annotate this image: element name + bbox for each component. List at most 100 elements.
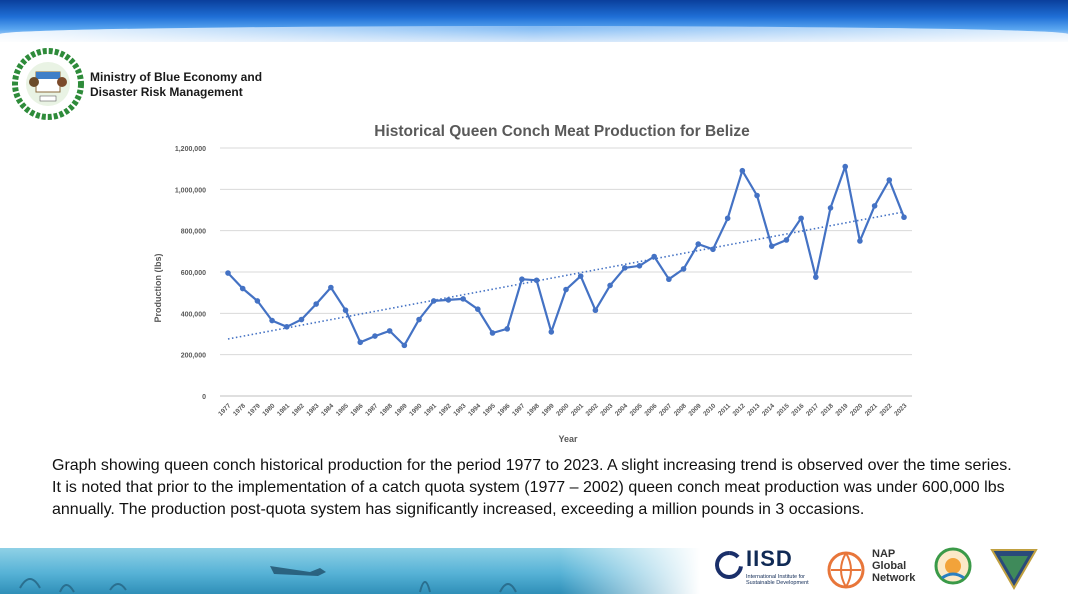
- data-point: [695, 241, 702, 247]
- x-tick-label: 2007: [658, 402, 673, 417]
- ministry-name: Ministry of Blue Economy and Disaster Ri…: [90, 70, 262, 100]
- data-point: [798, 215, 804, 222]
- data-point: [754, 192, 760, 199]
- y-tick-label: 800,000: [181, 229, 206, 236]
- chart-caption: Graph showing queen conch historical pro…: [52, 457, 1012, 518]
- x-tick-label: 1985: [335, 402, 350, 417]
- x-tick-label: 2010: [702, 402, 717, 417]
- x-tick-label: 2013: [746, 402, 761, 417]
- data-point: [783, 237, 790, 243]
- x-tick-label: 1981: [276, 402, 291, 417]
- data-point: [504, 326, 511, 332]
- x-tick-label: 2014: [761, 402, 776, 417]
- data-point: [519, 276, 525, 283]
- iisd-full-name: International Institute for Sustainable …: [746, 574, 809, 586]
- ministry-name-line2: Disaster Risk Management: [90, 85, 243, 99]
- nap-globe-icon: [827, 551, 865, 589]
- y-tick-label: 200,000: [181, 353, 206, 360]
- x-tick-label: 2020: [849, 402, 864, 417]
- nap-line3: Network: [872, 572, 916, 584]
- x-tick-label: 2006: [643, 402, 658, 417]
- x-tick-label: 2003: [599, 402, 614, 417]
- iisd-name: IISD: [746, 546, 793, 571]
- x-tick-label: 2017: [805, 402, 820, 417]
- x-tick-label: 2001: [570, 402, 585, 417]
- data-point: [445, 297, 452, 303]
- data-point: [842, 163, 849, 170]
- x-tick-label: 1979: [247, 402, 262, 417]
- data-point: [621, 265, 628, 271]
- x-tick-label: 1999: [541, 402, 556, 417]
- y-tick-label: 1,200,000: [175, 146, 206, 153]
- banner-wave: [0, 26, 1068, 42]
- data-point: [372, 333, 378, 339]
- x-tick-label: 2012: [732, 402, 747, 417]
- x-tick-label: 1993: [452, 402, 467, 417]
- x-tick-label: 1982: [291, 402, 306, 417]
- data-point: [313, 301, 319, 307]
- x-tick-label: 1987: [364, 402, 379, 417]
- data-point: [857, 238, 863, 244]
- y-tick-label: 0: [202, 394, 206, 401]
- x-tick-label: 2002: [585, 402, 600, 417]
- x-tick-labels: 1977 1978 1979 1980 1981 1982 1983 1984 1985 1986…: [217, 402, 908, 417]
- ocean-footer-strip: [0, 548, 700, 594]
- x-tick-label: 2023: [893, 402, 908, 417]
- x-tick-label: 2016: [790, 402, 805, 417]
- data-point: [533, 277, 540, 284]
- data-point: [827, 205, 834, 211]
- x-tick-label: 2022: [879, 402, 894, 417]
- data-point: [489, 330, 496, 336]
- x-tick-label: 2009: [687, 402, 702, 417]
- data-point: [401, 342, 408, 349]
- y-tick-label: 400,000: [181, 311, 206, 318]
- data-point: [239, 285, 246, 292]
- y-tick-label: 1,000,000: [175, 187, 206, 194]
- x-tick-label: 1995: [482, 402, 497, 417]
- x-tick-label: 1986: [349, 402, 364, 417]
- data-point: [342, 307, 349, 314]
- x-tick-label: 1994: [467, 402, 482, 417]
- x-tick-label: 2019: [834, 402, 849, 417]
- data-point: [592, 307, 599, 314]
- x-tick-label: 2011: [717, 402, 732, 417]
- data-point: [768, 243, 775, 249]
- data-point: [386, 328, 393, 334]
- x-tick-label: 1998: [526, 402, 541, 417]
- x-axis-label: Year: [558, 434, 578, 444]
- data-point: [430, 298, 437, 304]
- top-banner: [0, 0, 1068, 42]
- sustainable-fisheries-logo: [934, 547, 972, 585]
- x-tick-label: 2004: [614, 402, 629, 417]
- data-point: [225, 270, 231, 276]
- data-point: [871, 203, 878, 209]
- diver-silhouette: [19, 566, 517, 593]
- chart-title: Historical Queen Conch Meat Production f…: [374, 123, 750, 140]
- data-point: [328, 284, 334, 291]
- partner-logos: IISD International Institute for Sustain…: [712, 544, 1062, 594]
- data-point: [269, 317, 275, 324]
- grid-lines: [220, 147, 912, 397]
- x-tick-label: 1996: [496, 402, 511, 417]
- data-point: [577, 273, 584, 279]
- ministry-coat-of-arms-logo: [12, 48, 84, 120]
- x-tick-label: 1989: [394, 402, 409, 417]
- data-point: [254, 298, 261, 304]
- data-point: [651, 253, 657, 260]
- data-point: [636, 263, 643, 269]
- nap-line1: NAP: [872, 548, 896, 560]
- data-point: [710, 246, 716, 253]
- series-production: [225, 163, 907, 349]
- x-tick-label: 1978: [232, 402, 247, 417]
- x-tick-label: 1990: [408, 402, 423, 417]
- x-tick-label: 2000: [555, 402, 570, 417]
- data-point: [813, 274, 819, 280]
- x-tick-label: 2005: [629, 402, 644, 417]
- production-line-chart: Historical Queen Conch Meat Production f…: [153, 123, 912, 444]
- data-point: [416, 316, 422, 323]
- y-tick-labels: 0 200,000 400,000 600,000 800,000 1,000,000 1,…: [175, 146, 206, 401]
- data-point: [901, 214, 907, 221]
- x-tick-label: 1997: [511, 402, 526, 417]
- data-point: [548, 329, 555, 335]
- data-point: [607, 282, 613, 289]
